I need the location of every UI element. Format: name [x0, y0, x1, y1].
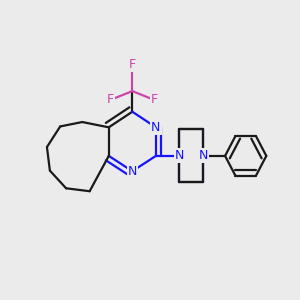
Text: N: N	[128, 165, 137, 178]
Text: N: N	[198, 149, 208, 162]
Text: F: F	[107, 93, 114, 106]
Text: F: F	[151, 93, 158, 106]
Text: N: N	[151, 121, 160, 134]
Text: F: F	[129, 58, 136, 71]
Text: N: N	[175, 149, 184, 162]
